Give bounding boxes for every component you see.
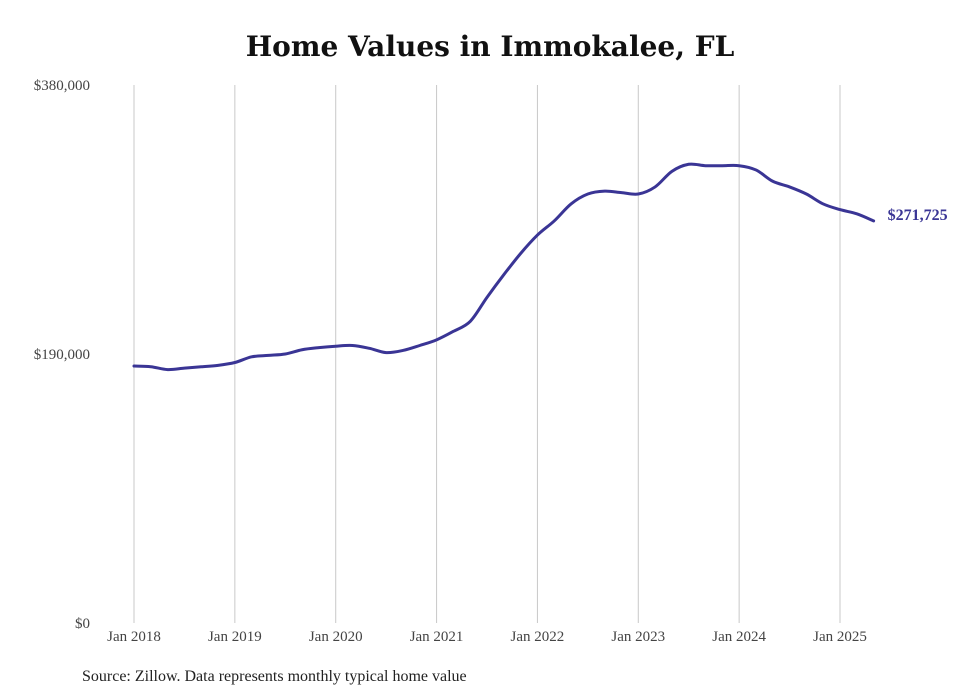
x-axis-labels: Jan 2018 Jan 2019 Jan 2020 Jan 2021 Jan 2022…	[107, 629, 867, 645]
chart-title: Home Values in Immokalee, FL	[245, 30, 735, 63]
x-tick-label: Jan 2019	[208, 629, 262, 645]
y-tick-label: $380,000	[34, 78, 90, 94]
y-tick-label: $190,000	[34, 347, 90, 363]
latest-value-label: $271,725	[888, 207, 948, 224]
source-note: Source: Zillow. Data represents monthly …	[82, 668, 467, 685]
x-tick-label: Jan 2021	[410, 629, 464, 645]
x-tick-label: Jan 2024	[712, 629, 766, 645]
y-axis-labels: $0 $190,000 $380,000	[34, 78, 90, 632]
home-value-line	[132, 162, 876, 372]
y-tick-label: $0	[75, 616, 90, 632]
gridlines	[133, 85, 841, 623]
x-tick-label: Jan 2023	[611, 629, 665, 645]
x-tick-label: Jan 2018	[107, 629, 161, 645]
x-tick-label: Jan 2025	[813, 629, 867, 645]
x-tick-label: Jan 2020	[309, 629, 363, 645]
x-tick-label: Jan 2022	[511, 629, 565, 645]
